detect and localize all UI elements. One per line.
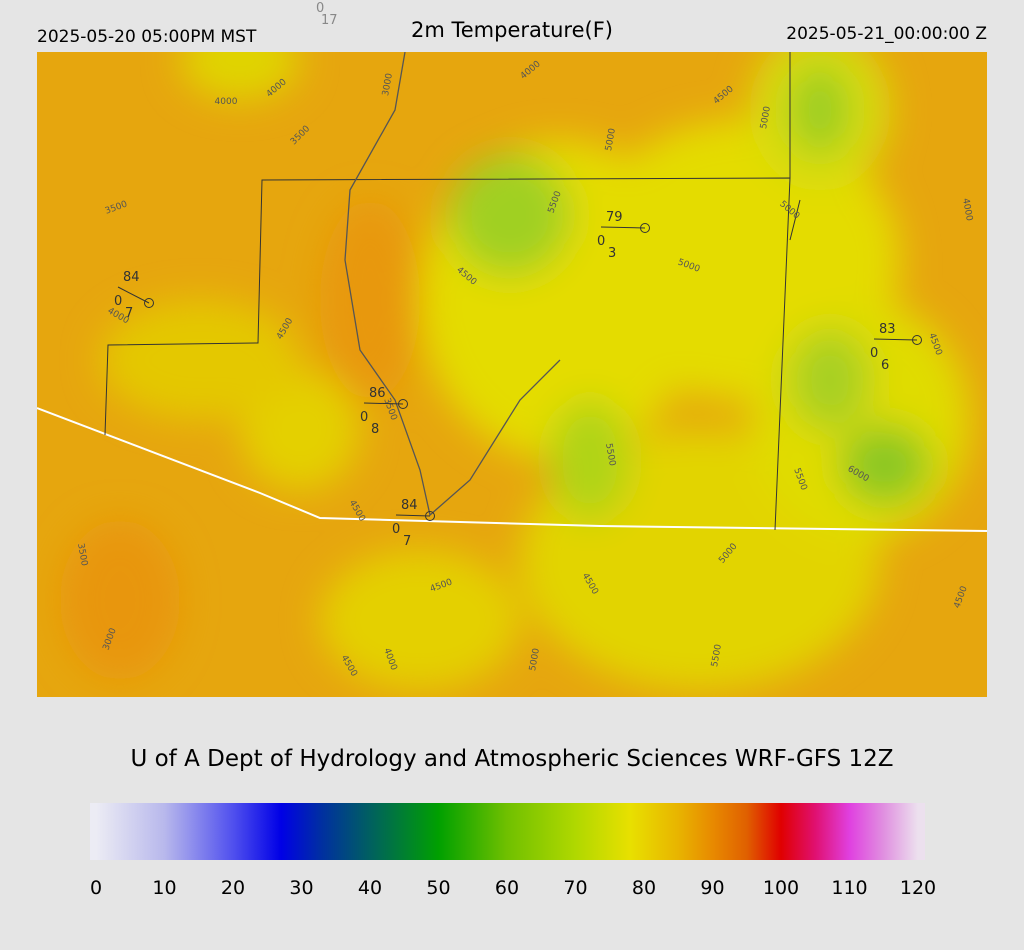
station-temp: 84 — [123, 270, 140, 285]
station-value: 0 — [392, 522, 400, 537]
small-label: 17 — [321, 13, 338, 28]
station-staff — [873, 338, 918, 341]
credit: U of A Dept of Hydrology and Atmospheric… — [130, 746, 893, 772]
station-value: 8 — [371, 422, 379, 437]
station-temp: 79 — [606, 210, 623, 225]
station-staff — [600, 226, 646, 229]
colorbar-tick-label: 20 — [221, 877, 245, 899]
contour-label: 3000 — [381, 72, 395, 97]
contour-label: 5000 — [759, 105, 773, 130]
header-left: 2025-05-20 05:00PM MST — [37, 27, 257, 47]
colorbar-tick-label: 70 — [563, 877, 587, 899]
colorbar-tick-label: 120 — [900, 877, 936, 899]
colorbar-tick-label: 100 — [763, 877, 799, 899]
county-line — [789, 52, 801, 241]
colorbar-tick-label: 60 — [495, 877, 519, 899]
header-right: 2025-05-21_00:00:00 Z — [786, 24, 987, 44]
contour-label: 4000 — [215, 97, 238, 107]
station-staff — [117, 286, 150, 304]
colorbar-tick-label: 110 — [831, 877, 867, 899]
station — [398, 399, 408, 409]
small-label: 0 — [316, 1, 324, 16]
station-value: 0 — [870, 346, 878, 361]
border — [37, 407, 987, 532]
colorbar-tick-label: 10 — [152, 877, 176, 899]
contour-label: 4000 — [960, 198, 974, 223]
station-temp: 86 — [369, 386, 386, 401]
station-staff — [395, 514, 431, 517]
station — [912, 335, 922, 345]
station — [425, 511, 435, 521]
station-value: 6 — [881, 358, 889, 373]
station-staff — [363, 402, 404, 405]
station-value: 7 — [403, 534, 411, 549]
contour-label: 5500 — [603, 443, 617, 468]
station — [144, 298, 154, 308]
header-title: 2m Temperature(F) — [411, 18, 613, 42]
station-value: 3 — [608, 246, 616, 261]
station-value: 0 — [360, 410, 368, 425]
station-value: 0 — [597, 234, 605, 249]
temperature-field — [60, 52, 970, 690]
station-temp: 84 — [401, 498, 418, 513]
colorbar-tick-label: 40 — [358, 877, 382, 899]
colorbar-tick-label: 0 — [90, 877, 102, 899]
river — [344, 52, 561, 517]
colorbar-tick-label: 90 — [700, 877, 724, 899]
contour-label: 5000 — [604, 127, 618, 152]
colorbar-tick-label: 50 — [426, 877, 450, 899]
colorbar — [90, 803, 925, 860]
contour-label: 5000 — [528, 647, 542, 672]
station-value: 0 — [114, 294, 122, 309]
station-value: 7 — [125, 306, 133, 321]
county-line — [104, 177, 791, 531]
colorbar-tick-label: 80 — [632, 877, 656, 899]
colorbar-tick-label: 30 — [289, 877, 313, 899]
contour-label: 3500 — [75, 543, 89, 568]
station — [640, 223, 650, 233]
contour-label: 5500 — [710, 643, 724, 668]
station-temp: 83 — [879, 322, 896, 337]
